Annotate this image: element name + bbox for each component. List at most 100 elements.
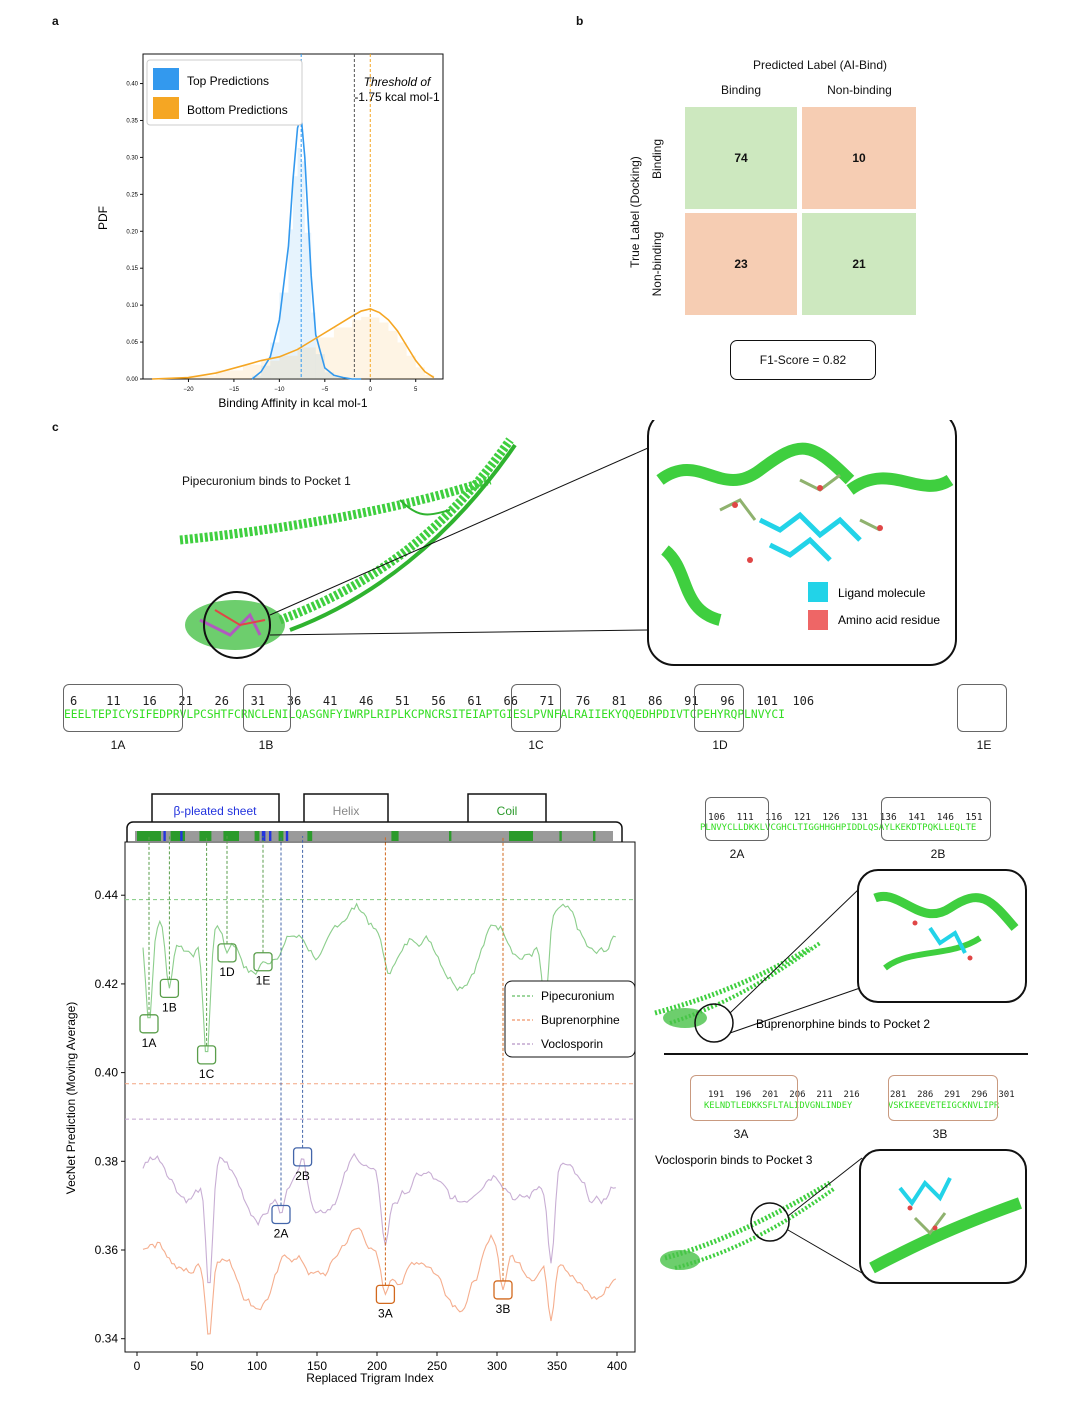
histogram-bar: [406, 355, 416, 379]
histogram-bar: [333, 376, 343, 379]
pocket-marker-label-2B: 2B: [295, 1169, 310, 1183]
cm-cell-tp: 74: [685, 107, 797, 209]
pocket-label-1E: 1E: [976, 738, 992, 752]
panel-letter-b: b: [576, 14, 584, 28]
histogram-bar: [279, 292, 289, 379]
pocket-marker-label-1A: 1A: [142, 1036, 157, 1050]
x-tick-label: −20: [183, 387, 194, 393]
structure-legend-sheet-box: [151, 793, 280, 827]
ss-helix-segment: [135, 831, 613, 841]
y-tick-label: 0.38: [95, 1154, 119, 1168]
pocket-label-3A: 3A: [733, 1127, 749, 1141]
histogram-bar: [215, 370, 243, 379]
ss-coil-segment: [137, 831, 161, 841]
structure-legend-coil: Coil: [497, 804, 518, 818]
ss-coil-segment: [391, 831, 399, 841]
pocket-box-3B: [888, 1075, 998, 1121]
pocket1-caption: Pipecuronium binds to Pocket 1: [182, 474, 351, 488]
cm-row-label-binding: Binding: [650, 138, 664, 180]
pocket-marker-label-3A: 3A: [378, 1306, 393, 1320]
pocket-marker-1A: [139, 1014, 159, 1034]
y-tick-label: 0.05: [126, 340, 138, 346]
histogram-bar: [304, 232, 312, 379]
legend-voclosporin: Voclosporin: [541, 1037, 603, 1051]
protein-structure-pocket2: Buprenorphine binds to Pocket 2: [654, 869, 1027, 1043]
legend-swatch-ligand: [808, 582, 828, 602]
histogram-bar: [311, 312, 316, 379]
y-tick-label: 0.20: [126, 229, 138, 235]
vecnet-y-label: VecNet Prediction (Moving Average): [64, 1002, 78, 1195]
cm-cell-fp: 23: [685, 213, 797, 315]
histogram-bar: [388, 330, 398, 379]
ss-sheet-segment: [180, 831, 183, 841]
ss-coil-segment: [509, 831, 533, 841]
histogram-bar: [297, 147, 302, 379]
legend-label-residue: Amino acid residue: [838, 613, 940, 627]
pocket-label-1C: 1C: [528, 738, 544, 752]
histogram-bar: [315, 354, 325, 379]
pocket-marker-label-1D: 1D: [219, 965, 235, 979]
pocket-label-2B: 2B: [930, 847, 946, 861]
x-tick-label: 400: [607, 1359, 627, 1373]
histogram-bar: [333, 327, 353, 379]
pocket-label-1B: 1B: [258, 738, 274, 752]
y-tick-label: 0.44: [95, 888, 119, 902]
pocket-marker-label-1C: 1C: [199, 1067, 215, 1081]
pocket-marker-2A: [271, 1204, 291, 1225]
series-line-buprenorphine: [142, 1227, 617, 1335]
f1-score-box: F1-Score = 0.82: [730, 340, 876, 380]
density-x-label: Binding Affinity in kcal mol-1: [218, 396, 368, 410]
pocket-box-1A: [63, 684, 183, 732]
pocket-marker-label-2A: 2A: [274, 1227, 289, 1241]
panel-letter-c: c: [52, 420, 59, 434]
pocket-label-1D: 1D: [712, 738, 728, 752]
pocket-box-3A: [690, 1075, 798, 1121]
x-tick-label: 0: [134, 1359, 141, 1373]
cm-col-label-binding: Binding: [720, 83, 762, 97]
histogram-bar: [261, 365, 271, 379]
x-tick-label: 100: [247, 1359, 267, 1373]
x-tick-label: 50: [190, 1359, 204, 1373]
pocket-box-1C: [511, 684, 561, 732]
pocket-box-1D: [694, 684, 744, 732]
ss-sheet-segment: [163, 831, 166, 841]
structure-legend-helix: Helix: [333, 804, 360, 818]
ss-sheet-segment: [285, 831, 289, 841]
pocket2-seq-letters: PLNVYCLLDKKLVCGHCLTIGGHHGHPIDDLQSAYLKEKD…: [700, 823, 977, 833]
vecnet-legend: Pipecuronium Buprenorphine Voclosporin: [504, 980, 636, 1058]
pocket1-seq-numbers: 6 11 16 21 26 31 36 41 46 51 56 61 66 71…: [70, 694, 815, 708]
x-tick-label: 200: [367, 1359, 387, 1373]
pocket1-seq-letters: EEELTEPICYSIFEDPRVLPCSHTFCRNCLENILQASGNF…: [64, 708, 785, 721]
ss-coil-segment: [254, 831, 260, 841]
pocket2-caption: Buprenorphine binds to Pocket 2: [756, 1017, 930, 1031]
ss-sheet-segment: [261, 831, 266, 841]
y-tick-label: 0.30: [126, 155, 138, 161]
histogram-bar: [424, 375, 434, 379]
x-tick-label: 300: [487, 1359, 507, 1373]
histogram-bar: [361, 316, 371, 379]
pocket1-zoom-box: [647, 420, 957, 666]
y-tick-label: 0.00: [126, 377, 138, 383]
histogram-bar: [397, 342, 407, 379]
pocket2-seq-numbers: 106 111 116 121 126 131 136 141 146 151: [708, 812, 983, 823]
y-tick-label: 0.36: [95, 1243, 119, 1257]
ss-sheet-segment: [269, 831, 272, 841]
vecnet-x-label: Replaced Trigram Index: [306, 1371, 433, 1385]
pocket-box-2A: [705, 797, 769, 841]
legend-swatch-top: [153, 68, 179, 90]
pocket3-highlight-circle: [750, 1202, 790, 1242]
protein-structure-pocket3: Voclosporin binds to Pocket 3: [655, 1149, 1027, 1284]
series-line-pipecuronium: [142, 902, 616, 1053]
density-curve-bottom-predictions: [152, 307, 435, 380]
histogram-bar: [252, 375, 262, 379]
pocket-marker-1B: [159, 978, 180, 998]
legend-label-top: Top Predictions: [187, 74, 269, 88]
y-tick-label: 0.40: [95, 1066, 119, 1080]
ss-coil-segment: [559, 831, 562, 841]
histogram-bar: [279, 355, 298, 379]
pocket-marker-3B: [493, 1280, 513, 1300]
legend-buprenorphine: Buprenorphine: [541, 1013, 620, 1027]
histogram-bar: [270, 342, 280, 379]
pocket-marker-label-3B: 3B: [496, 1302, 511, 1316]
histogram-bar: [352, 320, 362, 379]
